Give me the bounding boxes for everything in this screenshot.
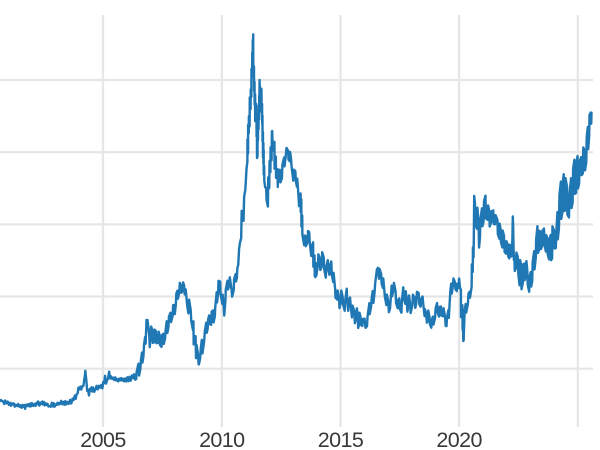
svg-text:2015: 2015 (318, 428, 364, 450)
svg-text:2010: 2010 (199, 428, 245, 450)
svg-text:2020: 2020 (436, 428, 482, 450)
svg-text:2005: 2005 (80, 428, 126, 450)
